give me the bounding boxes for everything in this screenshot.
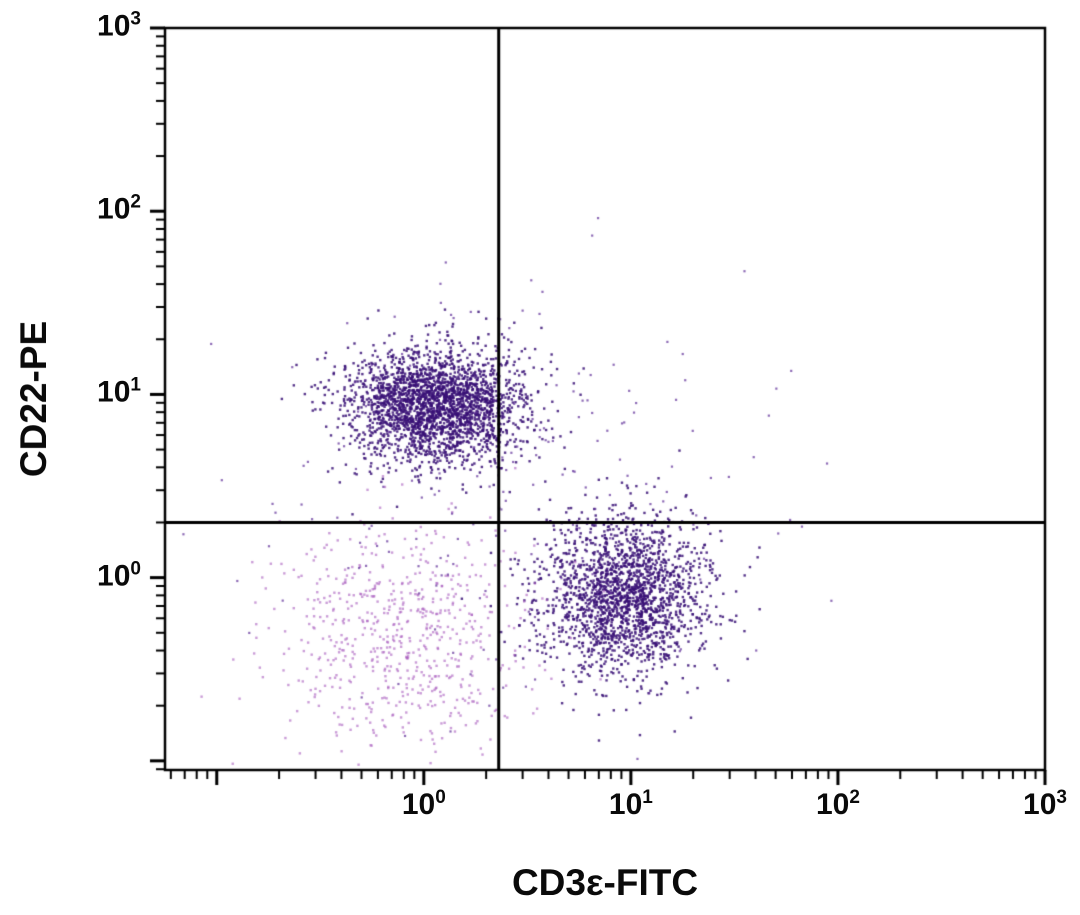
- y-axis-title: CD22-PE: [13, 320, 54, 478]
- y-tick-label: 102: [97, 191, 141, 226]
- x-tick-label: 103: [1023, 787, 1067, 821]
- y-tick-label: 103: [97, 8, 141, 43]
- x-tick-label: 102: [815, 787, 860, 821]
- y-tick-label: 100: [97, 558, 141, 593]
- x-tick-label: 101: [608, 787, 653, 821]
- y-tick-label: 101: [97, 374, 141, 409]
- x-axis-title: CD3ε-FITC: [511, 862, 699, 903]
- x-tick-label: 100: [401, 787, 446, 821]
